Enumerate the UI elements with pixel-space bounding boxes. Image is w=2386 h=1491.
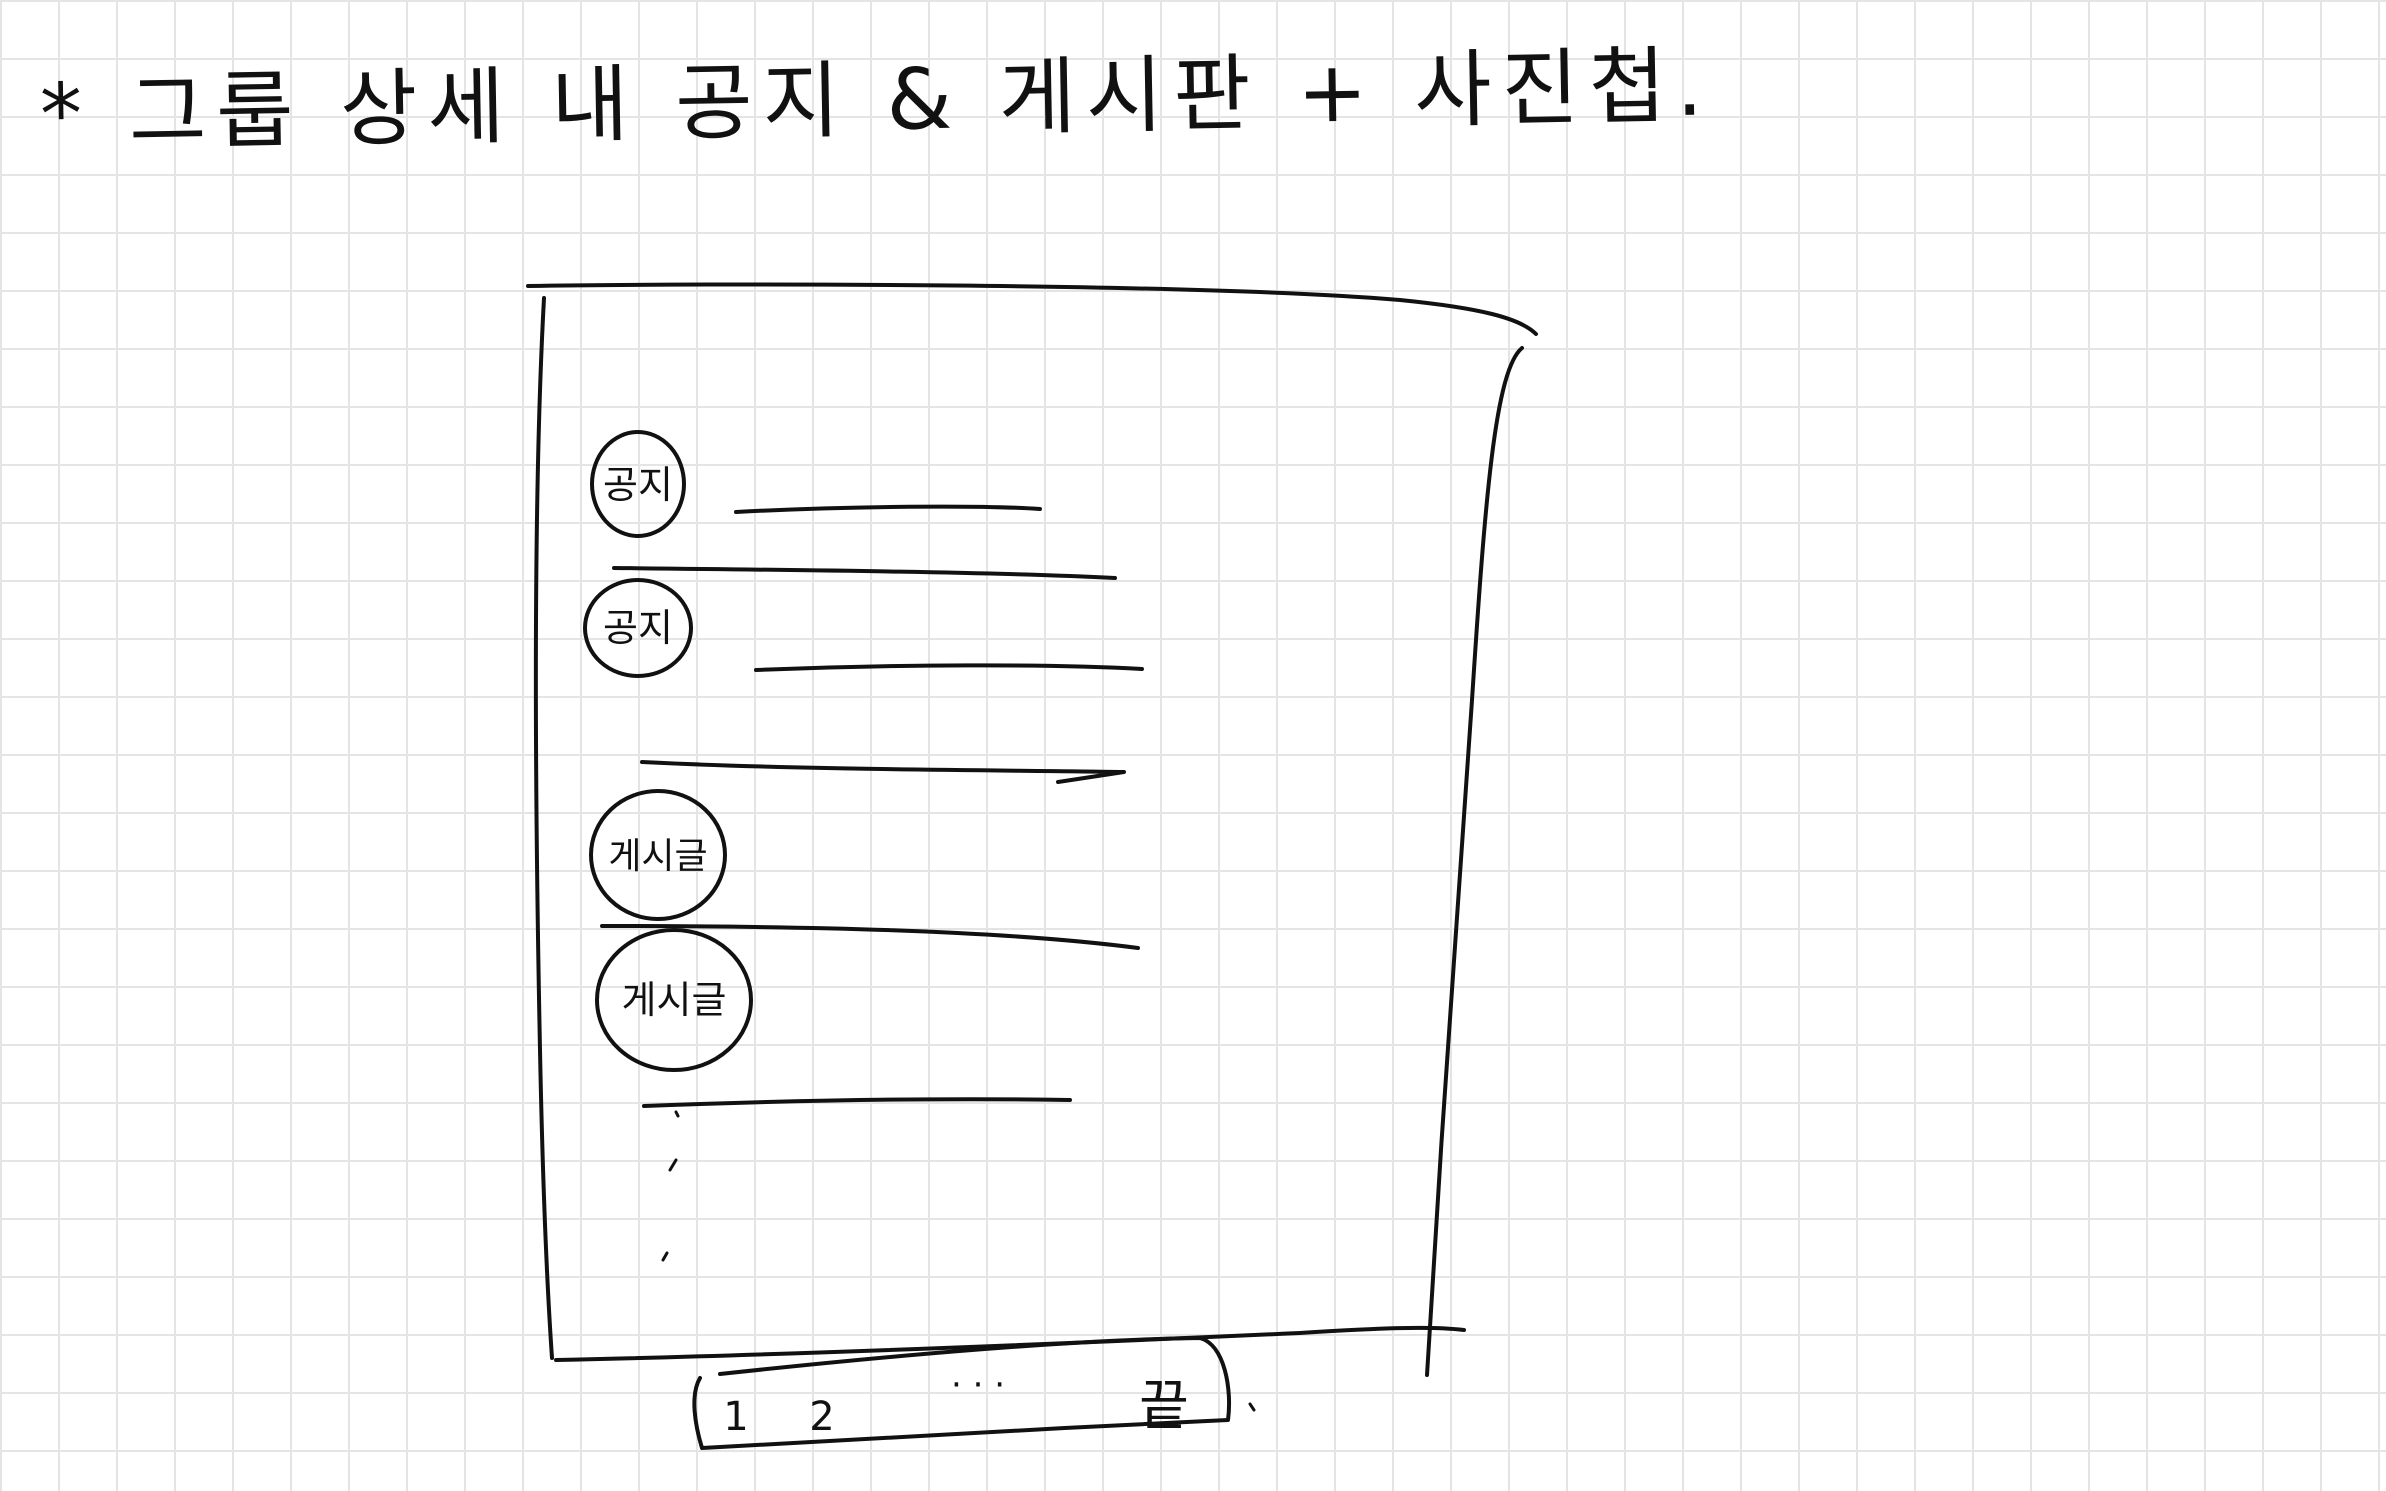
post-badge-2[interactable]: 게시글 [622, 978, 727, 1022]
notice-badge-1-circle [590, 430, 686, 538]
panel-bottom-edge [554, 1325, 1466, 1362]
panel-left-edge [533, 296, 554, 1360]
notice-badge-2-circle [583, 578, 693, 678]
notice-2-title-line [754, 663, 1144, 672]
post-title-line [642, 1097, 1072, 1108]
notice-1-title-line [734, 504, 1042, 514]
post-badge-1[interactable]: 게시글 [608, 836, 707, 877]
panel-top-edge [526, 282, 1538, 336]
continuation-mark [674, 1110, 680, 1118]
notice-badge-2[interactable]: 공지 [603, 606, 673, 650]
panel-right-edge [1425, 346, 1524, 1377]
pagination-ellipsis: · · · [951, 1365, 1005, 1405]
page-1-link[interactable]: 1 [723, 1394, 748, 1440]
row-divider-3 [600, 924, 1140, 950]
notice-badge-1[interactable]: 공지 [603, 463, 673, 507]
pagination-tail-mark [1248, 1402, 1256, 1412]
post-badge-2-circle [595, 928, 753, 1072]
post-badge-1-circle [589, 789, 727, 921]
pagination-bar-outline [692, 1336, 1232, 1450]
continuation-mark [668, 1158, 678, 1172]
row-divider-2 [640, 760, 1126, 784]
row-divider-1 [612, 566, 1117, 580]
continuation-mark [661, 1251, 669, 1262]
last-page-link[interactable]: 끝 [1139, 1374, 1189, 1437]
page-2-link[interactable]: 2 [809, 1394, 834, 1440]
